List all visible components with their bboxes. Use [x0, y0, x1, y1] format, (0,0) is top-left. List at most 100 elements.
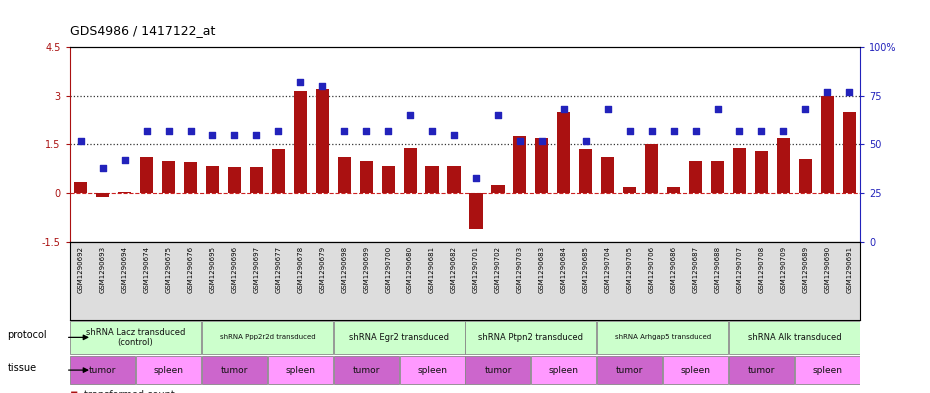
Point	[820, 89, 835, 95]
Point	[732, 128, 747, 134]
Point	[556, 106, 571, 112]
Text: GSM1290681: GSM1290681	[429, 246, 435, 293]
Text: GSM1290694: GSM1290694	[122, 246, 127, 293]
Text: GSM1290705: GSM1290705	[627, 246, 632, 293]
Bar	[206, 165, 219, 193]
Text: GSM1290676: GSM1290676	[188, 246, 193, 293]
Text: GSM1290691: GSM1290691	[846, 246, 852, 293]
Point	[380, 128, 395, 134]
FancyBboxPatch shape	[465, 356, 530, 384]
Bar	[118, 191, 131, 193]
Point	[73, 138, 88, 144]
Text: spleen: spleen	[549, 365, 578, 375]
Bar	[579, 149, 592, 193]
Text: GSM1290707: GSM1290707	[737, 246, 742, 293]
Text: GSM1290674: GSM1290674	[143, 246, 150, 293]
Point	[798, 106, 813, 112]
Text: shRNA Egr2 transduced: shRNA Egr2 transduced	[349, 333, 449, 342]
FancyBboxPatch shape	[663, 356, 728, 384]
FancyBboxPatch shape	[400, 356, 465, 384]
Text: GSM1290706: GSM1290706	[648, 246, 655, 293]
Text: spleen: spleen	[417, 365, 447, 375]
Bar	[250, 167, 263, 193]
Bar	[228, 167, 241, 193]
Point	[205, 132, 219, 138]
Text: spleen: spleen	[286, 365, 315, 375]
FancyBboxPatch shape	[597, 356, 662, 384]
Text: GSM1290687: GSM1290687	[693, 246, 698, 293]
Point	[644, 128, 659, 134]
Text: ▪: ▪	[70, 388, 78, 393]
Text: tumor: tumor	[616, 365, 644, 375]
Text: GSM1290708: GSM1290708	[759, 246, 764, 293]
Text: GSM1290701: GSM1290701	[473, 246, 479, 293]
Point	[666, 128, 681, 134]
Point	[95, 165, 110, 171]
Text: tumor: tumor	[220, 365, 248, 375]
Text: spleen: spleen	[812, 365, 843, 375]
Text: tumor: tumor	[352, 365, 379, 375]
Bar	[272, 149, 285, 193]
Text: shRNA Alk transduced: shRNA Alk transduced	[748, 333, 842, 342]
Bar	[74, 182, 87, 193]
Text: tumor: tumor	[89, 365, 116, 375]
Text: spleen: spleen	[681, 365, 711, 375]
Point	[490, 112, 505, 118]
Bar	[557, 112, 570, 193]
FancyBboxPatch shape	[202, 321, 333, 354]
Bar	[645, 145, 658, 193]
Point	[512, 138, 527, 144]
Point	[469, 174, 484, 181]
Bar	[404, 148, 417, 193]
Point	[293, 79, 308, 85]
Text: protocol: protocol	[7, 330, 47, 340]
Bar	[140, 158, 153, 193]
FancyBboxPatch shape	[729, 321, 860, 354]
Bar	[777, 138, 790, 193]
FancyBboxPatch shape	[795, 356, 860, 384]
Text: GSM1290686: GSM1290686	[671, 246, 677, 293]
Text: GSM1290696: GSM1290696	[232, 246, 237, 293]
Bar	[820, 96, 834, 193]
Text: GSM1290677: GSM1290677	[275, 246, 282, 293]
Bar	[623, 187, 636, 193]
Text: GSM1290692: GSM1290692	[78, 246, 84, 293]
Bar	[360, 161, 373, 193]
Point	[227, 132, 242, 138]
Text: GSM1290702: GSM1290702	[495, 246, 501, 293]
Text: tumor: tumor	[748, 365, 775, 375]
Point	[315, 83, 330, 89]
Text: GSM1290703: GSM1290703	[517, 246, 523, 293]
Text: GSM1290698: GSM1290698	[341, 246, 347, 293]
Bar	[381, 165, 394, 193]
Point	[842, 89, 857, 95]
Bar	[601, 158, 615, 193]
FancyBboxPatch shape	[70, 321, 201, 354]
Bar	[96, 193, 109, 197]
FancyBboxPatch shape	[70, 356, 135, 384]
FancyBboxPatch shape	[268, 356, 333, 384]
Text: GSM1290684: GSM1290684	[561, 246, 566, 293]
Text: GSM1290689: GSM1290689	[803, 246, 808, 293]
FancyBboxPatch shape	[202, 356, 267, 384]
FancyBboxPatch shape	[531, 356, 596, 384]
Text: shRNA Ptpn2 transduced: shRNA Ptpn2 transduced	[478, 333, 583, 342]
Bar	[689, 161, 702, 193]
Point	[535, 138, 550, 144]
Point	[688, 128, 703, 134]
Text: GSM1290682: GSM1290682	[451, 246, 457, 293]
Point	[117, 157, 132, 163]
Point	[622, 128, 637, 134]
FancyBboxPatch shape	[465, 321, 596, 354]
Point	[337, 128, 352, 134]
FancyBboxPatch shape	[729, 356, 794, 384]
Bar	[294, 91, 307, 193]
Bar	[733, 148, 746, 193]
Text: GSM1290700: GSM1290700	[385, 246, 392, 293]
FancyBboxPatch shape	[597, 321, 728, 354]
Text: GSM1290709: GSM1290709	[780, 246, 787, 293]
Point	[161, 128, 176, 134]
Bar	[536, 138, 549, 193]
Bar	[711, 161, 724, 193]
Text: GSM1290688: GSM1290688	[714, 246, 721, 293]
